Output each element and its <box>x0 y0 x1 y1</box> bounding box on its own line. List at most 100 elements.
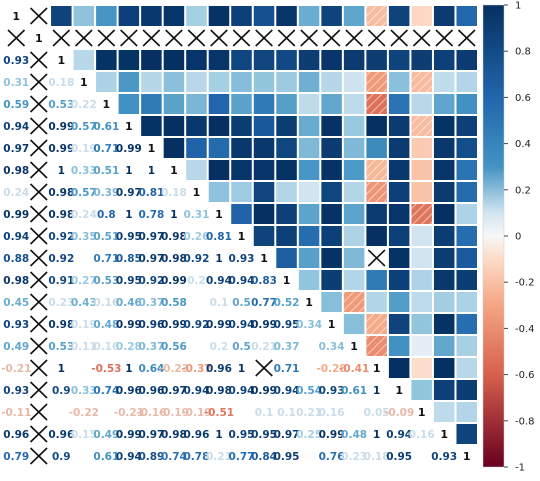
diagonal-label: 1 <box>418 406 426 419</box>
correlation-cell <box>455 423 479 445</box>
correlation-cell <box>432 5 456 27</box>
diagonal-label: 1 <box>12 10 20 23</box>
correlation-value: 0.52 <box>274 297 300 309</box>
correlation-cell <box>320 291 343 313</box>
correlation-cell <box>230 71 253 93</box>
not-significant-cross <box>29 73 48 91</box>
correlation-cell <box>410 137 433 159</box>
correlation-value: 0.39 <box>93 187 119 199</box>
correlation-cell <box>410 313 433 335</box>
diagonal-label: 1 <box>35 32 43 45</box>
correlation-value: 0.2 <box>210 341 229 353</box>
correlation-value: 1 <box>170 209 177 221</box>
correlation-value: -0.19 <box>159 407 189 419</box>
correlation-cell <box>365 269 388 291</box>
not-significant-cross <box>255 29 273 47</box>
correlation-cell <box>410 269 433 291</box>
correlation-cell <box>297 247 321 269</box>
correlation-cell <box>230 159 253 181</box>
correlation-cell <box>50 5 73 27</box>
not-significant-cross <box>97 29 116 47</box>
correlation-value: 0.21 <box>251 341 277 353</box>
correlation-cell <box>432 49 456 71</box>
correlation-value: 1 <box>148 165 155 177</box>
correlation-cell <box>432 159 456 181</box>
correlation-cell <box>275 93 298 115</box>
correlation-value: 0.53 <box>48 99 74 111</box>
not-significant-cross <box>29 403 48 421</box>
correlation-value: 0.99 <box>48 143 74 155</box>
correlation-cell <box>252 49 276 71</box>
correlation-value: 0.51 <box>93 165 119 177</box>
correlation-value: 0.94 <box>183 385 209 397</box>
correlation-cell <box>387 335 411 357</box>
diagonal-label: 1 <box>440 428 448 441</box>
correlation-value: 0.99 <box>116 429 142 441</box>
correlation-cell <box>432 181 456 203</box>
correlation-value: 0.92 <box>48 231 74 243</box>
correlation-cell <box>342 93 366 115</box>
correlation-cell <box>320 71 343 93</box>
correlation-value: 0.21 <box>206 451 232 463</box>
negative-hatch <box>365 181 388 203</box>
not-significant-cross <box>300 29 318 47</box>
correlation-cell <box>455 313 479 335</box>
diagonal-label: 1 <box>350 340 358 353</box>
correlation-cell <box>432 115 456 137</box>
correlation-cell <box>297 115 321 137</box>
colorbar-tick-label: -0.8 <box>515 416 535 427</box>
correlation-value: 0.34 <box>319 341 345 353</box>
correlation-cell <box>297 93 321 115</box>
correlation-cell <box>455 357 479 379</box>
correlation-value: -0.51 <box>204 407 234 419</box>
correlation-cell <box>275 159 298 181</box>
correlation-value: -0.37 <box>181 363 211 375</box>
correlation-cell <box>297 137 321 159</box>
not-significant-cross <box>390 29 408 47</box>
correlation-value: 0.96 <box>116 385 142 397</box>
correlation-cell <box>297 159 321 181</box>
correlation-cell <box>365 49 388 71</box>
correlation-cell <box>410 357 433 379</box>
correlation-cell <box>410 159 433 181</box>
correlation-value: 0.93 <box>319 385 345 397</box>
correlation-cell <box>140 115 163 137</box>
correlation-value: 1 <box>373 429 380 441</box>
correlation-cell <box>410 181 433 203</box>
correlation-cell <box>410 379 433 401</box>
correlation-value: 0.78 <box>138 209 164 221</box>
correlation-cell <box>320 5 343 27</box>
diagonal-label: 1 <box>238 230 246 243</box>
colorbar-tick-label: -0.6 <box>515 370 535 381</box>
correlation-cell <box>455 247 479 269</box>
correlation-value: -0.09 <box>384 407 414 419</box>
correlation-cell <box>207 93 231 115</box>
correlation-value: 0.35 <box>71 231 97 243</box>
correlation-value: -0.11 <box>1 407 31 419</box>
correlation-value: 0.89 <box>138 451 164 463</box>
correlation-value: 0.84 <box>251 451 277 463</box>
correlation-value: 0.94 <box>116 451 142 463</box>
correlation-value: 0.97 <box>138 429 164 441</box>
correlation-cell <box>432 291 456 313</box>
diagonal-label: 1 <box>395 384 403 397</box>
correlation-cell <box>252 5 276 27</box>
correlation-value: 0.37 <box>138 341 164 353</box>
correlation-value: 0.94 <box>386 429 412 441</box>
correlation-value: 0.88 <box>3 253 29 265</box>
correlation-cell <box>320 115 343 137</box>
correlation-value: 0.96 <box>183 429 209 441</box>
correlation-value: 0.91 <box>48 275 74 287</box>
colorbar-tick-label: -0.4 <box>515 324 535 335</box>
correlation-value: 0.94 <box>229 275 255 287</box>
correlation-value: 1 <box>238 363 245 375</box>
correlation-cell <box>297 203 321 225</box>
correlation-cell <box>117 49 141 71</box>
correlation-cell <box>185 71 208 93</box>
correlation-cell <box>342 269 366 291</box>
correlation-value: 0.61 <box>93 451 119 463</box>
correlation-cell <box>365 203 388 225</box>
correlation-cell <box>230 5 253 27</box>
correlation-cell <box>275 137 298 159</box>
